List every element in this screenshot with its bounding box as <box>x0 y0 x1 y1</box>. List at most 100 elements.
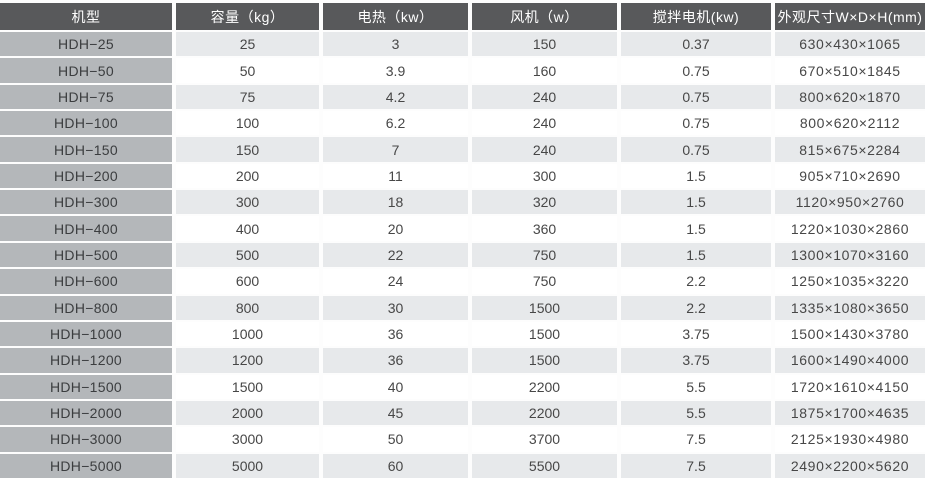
table-cell-heating-kw: 4.2 <box>323 84 468 110</box>
table-cell-model: HDH−800 <box>0 295 172 320</box>
table-cell-heating-kw: 7 <box>323 137 468 162</box>
table-cell-model: HDH−50 <box>0 58 172 83</box>
table-cell-mixing-motor-kw: 3.75 <box>621 348 771 373</box>
table-cell-mixing-motor-kw: 0.37 <box>621 32 771 57</box>
table-cell-model: HDH−1500 <box>0 374 172 399</box>
table-cell-heating-kw: 36 <box>323 321 468 347</box>
table-cell-dimensions-mm: 905×710×2690 <box>775 163 925 189</box>
column-header-mixing-motor-kw: 搅拌电机(kw) <box>621 3 771 30</box>
table-cell-dimensions-mm: 815×675×2284 <box>775 137 925 162</box>
table-cell-mixing-motor-kw: 5.5 <box>621 374 771 399</box>
table-cell-capacity-kg: 100 <box>176 111 319 136</box>
table-cell-dimensions-mm: 1220×1030×2860 <box>775 216 925 241</box>
column-header-heating-kw: 电热（kw） <box>323 3 468 30</box>
table-cell-heating-kw: 18 <box>323 190 468 215</box>
table-cell-fan-w: 300 <box>472 163 617 189</box>
table-cell-dimensions-mm: 2125×1930×4980 <box>775 427 925 452</box>
table-cell-model: HDH−150 <box>0 137 172 162</box>
table-cell-capacity-kg: 500 <box>176 242 319 268</box>
table-cell-mixing-motor-kw: 5.5 <box>621 400 771 426</box>
table-cell-mixing-motor-kw: 1.5 <box>621 163 771 189</box>
table-cell-dimensions-mm: 670×510×1845 <box>775 58 925 83</box>
table-cell-fan-w: 320 <box>472 190 617 215</box>
table-cell-fan-w: 360 <box>472 216 617 241</box>
table-cell-model: HDH−100 <box>0 111 172 136</box>
table-cell-fan-w: 5500 <box>472 453 617 478</box>
table-cell-capacity-kg: 200 <box>176 163 319 189</box>
table-cell-mixing-motor-kw: 2.2 <box>621 269 771 294</box>
table-cell-dimensions-mm: 1600×1490×4000 <box>775 348 925 373</box>
column-header-fan-w: 风机（w） <box>472 3 617 30</box>
table-cell-capacity-kg: 5000 <box>176 453 319 478</box>
table-cell-fan-w: 2200 <box>472 374 617 399</box>
table-cell-capacity-kg: 1500 <box>176 374 319 399</box>
table-cell-dimensions-mm: 1720×1610×4150 <box>775 374 925 399</box>
table-cell-mixing-motor-kw: 0.75 <box>621 84 771 110</box>
table-cell-capacity-kg: 300 <box>176 190 319 215</box>
table-cell-capacity-kg: 50 <box>176 58 319 83</box>
table-cell-mixing-motor-kw: 2.2 <box>621 295 771 320</box>
table-cell-heating-kw: 50 <box>323 427 468 452</box>
table-cell-model: HDH−25 <box>0 32 172 57</box>
table-cell-heating-kw: 3 <box>323 32 468 57</box>
table-cell-model: HDH−1000 <box>0 321 172 347</box>
table-cell-dimensions-mm: 1300×1070×3160 <box>775 242 925 268</box>
table-cell-mixing-motor-kw: 1.5 <box>621 242 771 268</box>
table-cell-fan-w: 1500 <box>472 321 617 347</box>
table-cell-dimensions-mm: 1500×1430×3780 <box>775 321 925 347</box>
table-cell-heating-kw: 11 <box>323 163 468 189</box>
table-cell-mixing-motor-kw: 0.75 <box>621 137 771 162</box>
table-cell-fan-w: 2200 <box>472 400 617 426</box>
table-cell-dimensions-mm: 630×430×1065 <box>775 32 925 57</box>
table-cell-capacity-kg: 75 <box>176 84 319 110</box>
table-cell-model: HDH−75 <box>0 84 172 110</box>
table-cell-mixing-motor-kw: 7.5 <box>621 453 771 478</box>
table-cell-mixing-motor-kw: 3.75 <box>621 321 771 347</box>
table-cell-dimensions-mm: 1120×950×2760 <box>775 190 925 215</box>
table-cell-model: HDH−400 <box>0 216 172 241</box>
table-cell-fan-w: 240 <box>472 84 617 110</box>
table-cell-dimensions-mm: 2490×2200×5620 <box>775 453 925 478</box>
table-cell-capacity-kg: 600 <box>176 269 319 294</box>
table-cell-capacity-kg: 1200 <box>176 348 319 373</box>
table-cell-fan-w: 1500 <box>472 295 617 320</box>
table-cell-fan-w: 3700 <box>472 427 617 452</box>
table-cell-dimensions-mm: 800×620×2112 <box>775 111 925 136</box>
table-cell-heating-kw: 22 <box>323 242 468 268</box>
table-cell-heating-kw: 3.9 <box>323 58 468 83</box>
table-cell-fan-w: 160 <box>472 58 617 83</box>
table-cell-model: HDH−3000 <box>0 427 172 452</box>
table-cell-capacity-kg: 800 <box>176 295 319 320</box>
table-cell-capacity-kg: 2000 <box>176 400 319 426</box>
table-cell-fan-w: 1500 <box>472 348 617 373</box>
table-cell-model: HDH−200 <box>0 163 172 189</box>
table-cell-dimensions-mm: 1875×1700×4635 <box>775 400 925 426</box>
column-header-capacity-kg: 容量（kg） <box>176 3 319 30</box>
table-cell-model: HDH−600 <box>0 269 172 294</box>
table-cell-dimensions-mm: 1250×1035×3220 <box>775 269 925 294</box>
table-cell-fan-w: 240 <box>472 137 617 162</box>
table-cell-model: HDH−300 <box>0 190 172 215</box>
table-cell-capacity-kg: 1000 <box>176 321 319 347</box>
table-cell-model: HDH−500 <box>0 242 172 268</box>
table-cell-fan-w: 750 <box>472 269 617 294</box>
column-header-dimensions-mm: 外观尺寸W×D×H(mm) <box>775 3 925 30</box>
table-cell-mixing-motor-kw: 0.75 <box>621 111 771 136</box>
table-cell-mixing-motor-kw: 1.5 <box>621 190 771 215</box>
column-header-model: 机型 <box>0 3 172 30</box>
table-cell-mixing-motor-kw: 0.75 <box>621 58 771 83</box>
table-cell-capacity-kg: 150 <box>176 137 319 162</box>
table-cell-heating-kw: 36 <box>323 348 468 373</box>
table-cell-capacity-kg: 3000 <box>176 427 319 452</box>
table-cell-heating-kw: 30 <box>323 295 468 320</box>
table-cell-capacity-kg: 400 <box>176 216 319 241</box>
table-cell-heating-kw: 20 <box>323 216 468 241</box>
table-cell-capacity-kg: 25 <box>176 32 319 57</box>
table-cell-dimensions-mm: 1335×1080×3650 <box>775 295 925 320</box>
table-cell-mixing-motor-kw: 1.5 <box>621 216 771 241</box>
table-cell-mixing-motor-kw: 7.5 <box>621 427 771 452</box>
table-cell-heating-kw: 6.2 <box>323 111 468 136</box>
table-cell-fan-w: 240 <box>472 111 617 136</box>
